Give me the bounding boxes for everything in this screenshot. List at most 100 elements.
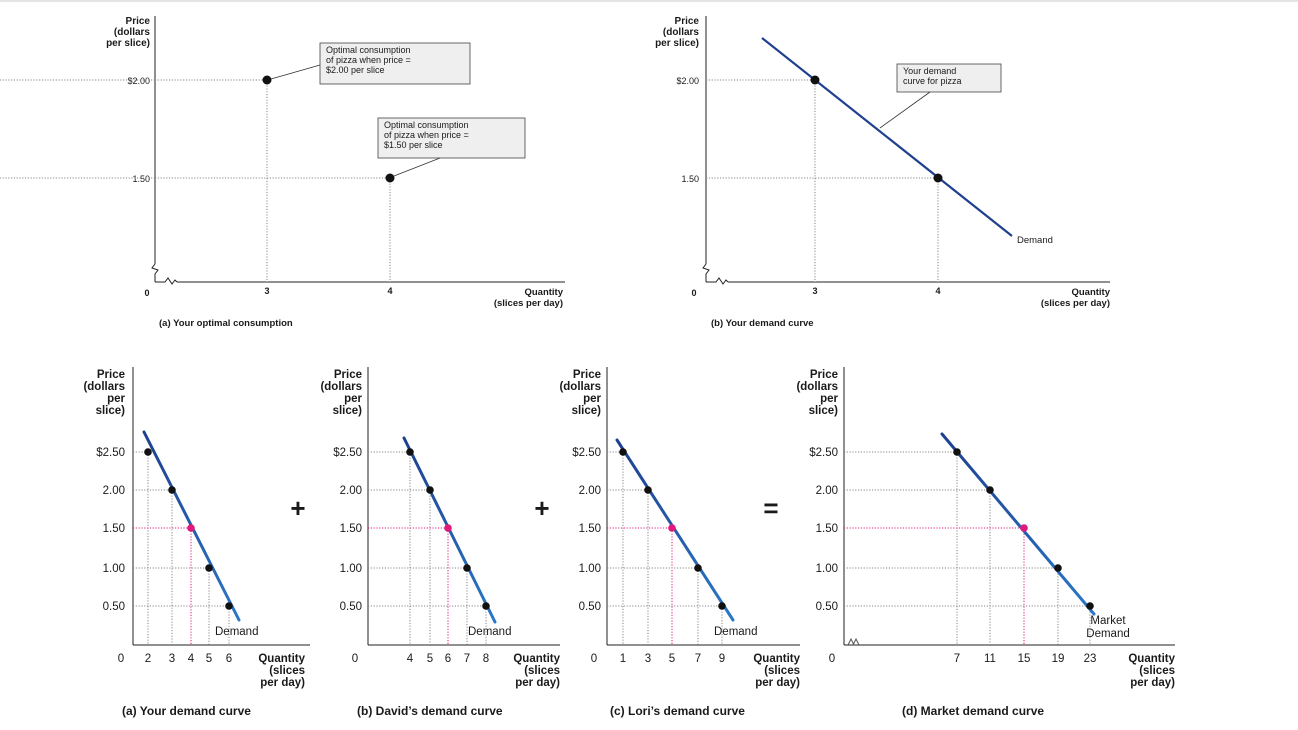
axis-break-mark bbox=[702, 263, 710, 282]
callout-text: $1.50 per slice bbox=[384, 140, 443, 150]
y-tick-label: $2.50 bbox=[809, 447, 838, 459]
demand-point bbox=[1086, 602, 1094, 610]
y-axis-title: per bbox=[583, 393, 601, 405]
y-axis-title: per bbox=[344, 393, 362, 405]
y-tick-label: 2.00 bbox=[340, 485, 362, 497]
y-axis-title: Price bbox=[126, 16, 151, 27]
curve-label: Market bbox=[1090, 615, 1126, 627]
y-axis-title: slice) bbox=[96, 405, 126, 417]
curve-label: Demand bbox=[215, 626, 258, 638]
demand-point bbox=[953, 448, 961, 456]
x-axis-title: (slices bbox=[764, 665, 800, 677]
y-axis-title: per bbox=[107, 393, 125, 405]
origin-label: 0 bbox=[144, 288, 149, 298]
x-tick-label: 15 bbox=[1018, 653, 1031, 665]
x-axis-title: (slices bbox=[524, 665, 560, 677]
top-divider bbox=[0, 0, 1298, 2]
x-tick-label: 6 bbox=[226, 653, 232, 665]
y-axis-title: (dollars bbox=[320, 381, 362, 393]
curve-label: Demand bbox=[468, 626, 511, 638]
y-axis-title: slice) bbox=[333, 405, 363, 417]
demand-point bbox=[619, 448, 627, 456]
x-tick-label: 4 bbox=[387, 286, 392, 296]
x-axis-title: (slices per day) bbox=[1041, 298, 1110, 309]
x-tick-label: 4 bbox=[935, 286, 940, 296]
y-tick-label: 1.50 bbox=[340, 523, 362, 535]
x-tick-label: 0 bbox=[829, 653, 835, 665]
x-axis-title: per day) bbox=[515, 677, 560, 689]
x-axis-title: (slices per day) bbox=[494, 298, 563, 309]
callout-text: $2.00 per slice bbox=[326, 65, 385, 75]
y-tick-label: $2.50 bbox=[96, 447, 125, 459]
y-axis-title: (dollars bbox=[559, 381, 601, 393]
demand-point bbox=[694, 564, 702, 572]
axis-break-mark bbox=[847, 637, 860, 646]
y-tick-label: 1.00 bbox=[103, 563, 125, 575]
y-axis-title: per bbox=[820, 393, 838, 405]
demand-point bbox=[144, 448, 152, 456]
y-tick-label: 1.00 bbox=[579, 563, 601, 575]
x-axis-title: Quantity bbox=[513, 653, 560, 665]
y-tick-label: 2.00 bbox=[816, 485, 838, 497]
demand-curve bbox=[761, 37, 1013, 237]
origin-label: 0 bbox=[691, 288, 696, 298]
y-tick-label: $2.50 bbox=[333, 447, 362, 459]
y-tick-label: $2.00 bbox=[127, 76, 150, 86]
y-axis-title: (dollars bbox=[83, 381, 125, 393]
callout-text: Optimal consumption bbox=[326, 45, 411, 55]
demand-point bbox=[406, 448, 414, 456]
callout-leader bbox=[270, 64, 321, 80]
demand-point bbox=[933, 173, 943, 183]
x-axis-title: Quantity bbox=[524, 287, 563, 298]
x-tick-label: 5 bbox=[669, 653, 675, 665]
plus-sign: + bbox=[290, 493, 305, 523]
y-axis-title: (dollars bbox=[114, 27, 151, 38]
x-axis-title: (slices bbox=[1139, 665, 1175, 677]
y-tick-label: 2.00 bbox=[579, 485, 601, 497]
panel-caption: (a) Your optimal consumption bbox=[159, 318, 293, 329]
callout-text: of pizza when price = bbox=[384, 130, 469, 140]
callout-box bbox=[377, 117, 526, 159]
x-axis-title: Quantity bbox=[1071, 287, 1110, 298]
axis-break-mark bbox=[151, 263, 159, 282]
demand-point bbox=[986, 486, 994, 494]
x-axis-title: Quantity bbox=[258, 653, 305, 665]
y-axis-title: (dollars bbox=[663, 27, 700, 38]
optimal-point bbox=[385, 173, 395, 183]
x-axis-title: per day) bbox=[260, 677, 305, 689]
x-tick-label: 19 bbox=[1052, 653, 1065, 665]
x-axis-title: Quantity bbox=[753, 653, 800, 665]
y-axis-title: Price bbox=[334, 369, 362, 381]
y-axis-title: Price bbox=[675, 16, 700, 27]
y-tick-label: 1.50 bbox=[579, 523, 601, 535]
highlight-point bbox=[668, 524, 676, 532]
y-tick-label: 1.00 bbox=[340, 563, 362, 575]
axis-break-mark bbox=[155, 277, 178, 285]
x-tick-label: 7 bbox=[464, 653, 470, 665]
x-axis-title: Quantity bbox=[1128, 653, 1175, 665]
x-tick-label: 9 bbox=[719, 653, 725, 665]
demand-point bbox=[225, 602, 233, 610]
callout-text: curve for pizza bbox=[903, 76, 962, 86]
y-tick-label: 1.00 bbox=[816, 563, 838, 575]
x-tick-label: 4 bbox=[407, 653, 414, 665]
y-tick-label: $2.00 bbox=[676, 76, 699, 86]
demand-curve bbox=[940, 432, 1096, 616]
y-axis-title: Price bbox=[97, 369, 125, 381]
callout-text: Optimal consumption bbox=[384, 120, 469, 130]
curve-label: Demand bbox=[1017, 235, 1053, 246]
x-tick-label: 3 bbox=[645, 653, 651, 665]
x-tick-label: 0 bbox=[118, 653, 124, 665]
y-axis-title: per slice) bbox=[655, 38, 699, 49]
y-tick-label: 1.50 bbox=[681, 174, 699, 184]
y-tick-label: 1.50 bbox=[132, 174, 150, 184]
demand-point bbox=[810, 75, 820, 85]
y-tick-label: 0.50 bbox=[340, 601, 362, 613]
demand-point bbox=[205, 564, 213, 572]
